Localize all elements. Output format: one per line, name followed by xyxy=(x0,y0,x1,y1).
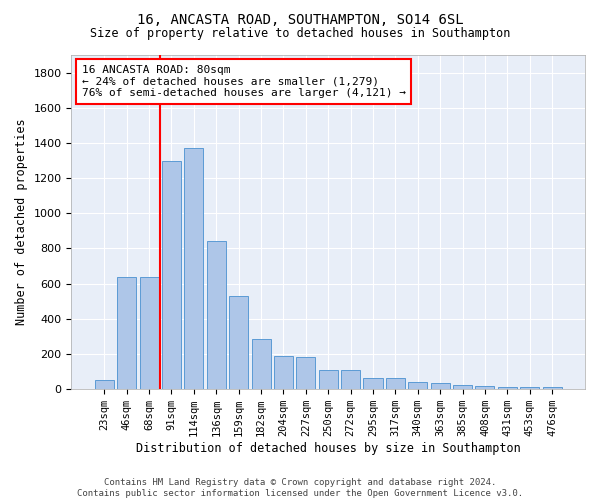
Y-axis label: Number of detached properties: Number of detached properties xyxy=(15,119,28,326)
Bar xyxy=(498,386,517,389)
Bar xyxy=(296,356,316,389)
Bar xyxy=(117,276,136,389)
Text: 16 ANCASTA ROAD: 80sqm
← 24% of detached houses are smaller (1,279)
76% of semi-: 16 ANCASTA ROAD: 80sqm ← 24% of detached… xyxy=(82,65,406,98)
Bar xyxy=(274,356,293,389)
Bar xyxy=(140,276,158,389)
Bar xyxy=(520,386,539,389)
Bar xyxy=(431,383,449,389)
Bar xyxy=(453,385,472,389)
Bar xyxy=(251,340,271,389)
Bar xyxy=(408,382,427,389)
X-axis label: Distribution of detached houses by size in Southampton: Distribution of detached houses by size … xyxy=(136,442,521,455)
Bar xyxy=(207,240,226,389)
Text: Contains HM Land Registry data © Crown copyright and database right 2024.
Contai: Contains HM Land Registry data © Crown c… xyxy=(77,478,523,498)
Bar xyxy=(162,160,181,389)
Bar xyxy=(229,296,248,389)
Bar xyxy=(542,386,562,389)
Bar xyxy=(386,378,405,389)
Bar xyxy=(95,380,114,389)
Bar xyxy=(364,378,383,389)
Text: 16, ANCASTA ROAD, SOUTHAMPTON, SO14 6SL: 16, ANCASTA ROAD, SOUTHAMPTON, SO14 6SL xyxy=(137,12,463,26)
Bar xyxy=(319,370,338,389)
Bar xyxy=(341,370,360,389)
Bar xyxy=(184,148,203,389)
Bar xyxy=(475,386,494,389)
Text: Size of property relative to detached houses in Southampton: Size of property relative to detached ho… xyxy=(90,28,510,40)
